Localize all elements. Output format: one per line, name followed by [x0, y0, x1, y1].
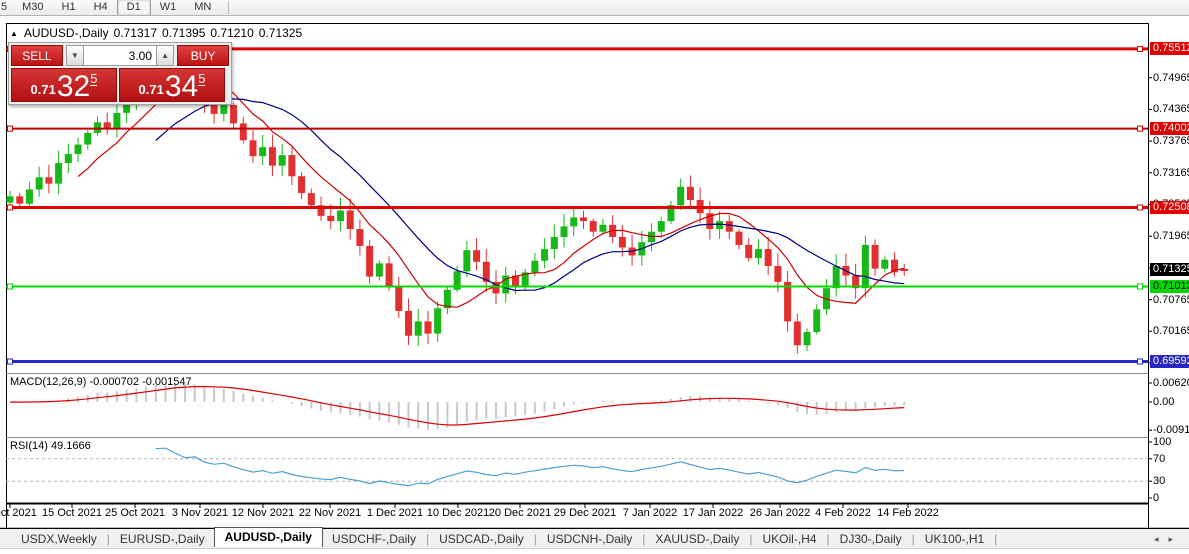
timeframe-h4-button[interactable]: H4 [93, 1, 108, 13]
tab-usdx-weekly[interactable]: USDX,Weekly [21, 531, 97, 546]
buy-price-prefix: 0.71 [138, 82, 164, 97]
timeframe-w1-button[interactable]: W1 [159, 1, 177, 13]
timeframe-m30-button[interactable]: M30 [22, 1, 44, 13]
sell-price-big: 32 [56, 70, 91, 103]
timeframe-m5-button[interactable]: 5 [1, 1, 8, 13]
volume-decrease-button[interactable]: ▼ [65, 45, 84, 66]
tab-usdcad-daily[interactable]: USDCAD-,Daily [439, 531, 524, 546]
tab-xauusd-daily[interactable]: XAUUSD-,Daily [655, 531, 740, 546]
ohlc-close: 0.71325 [258, 26, 303, 40]
ohlc-open: 0.71317 [113, 26, 157, 40]
buy-price-big: 34 [164, 70, 199, 103]
tab-uk100-h1[interactable]: UK100-,H1 [924, 531, 985, 546]
tab-ukoil-h4[interactable]: UKOil-,H4 [762, 531, 817, 546]
tab-dj30-daily[interactable]: DJ30-,Daily [839, 531, 902, 546]
timeframe-mn-button[interactable]: MN [194, 1, 212, 13]
toolbar-separator [228, 1, 230, 14]
volume-input[interactable] [84, 45, 156, 66]
tab-scroll-left-icon[interactable]: ◂ [1153, 534, 1169, 544]
buy-button[interactable]: BUY [177, 45, 229, 66]
buy-price-pip: 5 [198, 71, 206, 86]
tab-usdcnh-daily[interactable]: USDCNH-,Daily [546, 531, 633, 546]
timeframe-d1-button[interactable]: D1 [116, 0, 151, 15]
ohlc-high: 0.71395 [162, 26, 206, 40]
sell-price-panel[interactable]: 0.71 32 5 [11, 68, 117, 102]
symbol-tab-bar: USDX,Weekly | EURUSD-,Daily AUDUSD-,Daily… [0, 527, 1189, 549]
volume-increase-button[interactable]: ▲ [156, 45, 175, 66]
ohlc-low: 0.71210 [210, 26, 254, 40]
buy-price-panel[interactable]: 0.71 34 5 [119, 68, 225, 102]
chart-symbol-title: AUDUSD-,Daily [23, 26, 109, 40]
timeframe-toolbar: 5 M30 H1 H4 D1 W1 MN [0, 0, 1189, 16]
sell-price-pip: 5 [90, 71, 98, 86]
sell-price-prefix: 0.71 [30, 82, 56, 97]
timeframe-h1-button[interactable]: H1 [61, 1, 76, 13]
tab-audusd-daily[interactable]: AUDUSD-,Daily [213, 527, 323, 547]
tab-scroll-right-icon[interactable]: ▸ [1168, 534, 1183, 544]
tab-eurusd-daily[interactable]: EURUSD-,Daily [119, 531, 205, 546]
one-click-trading-panel: SELL ▼ ▲ BUY 0.71 32 5 0.71 34 5 [8, 42, 232, 105]
tab-usdchf-daily[interactable]: USDCHF-,Daily [331, 531, 416, 546]
chart-header: ▲ AUDUSD-,Daily 0.71317 0.71395 0.71210 0.713… [10, 26, 307, 40]
collapse-triangle-icon[interactable]: ▲ [10, 29, 18, 38]
sell-button[interactable]: SELL [11, 45, 63, 66]
